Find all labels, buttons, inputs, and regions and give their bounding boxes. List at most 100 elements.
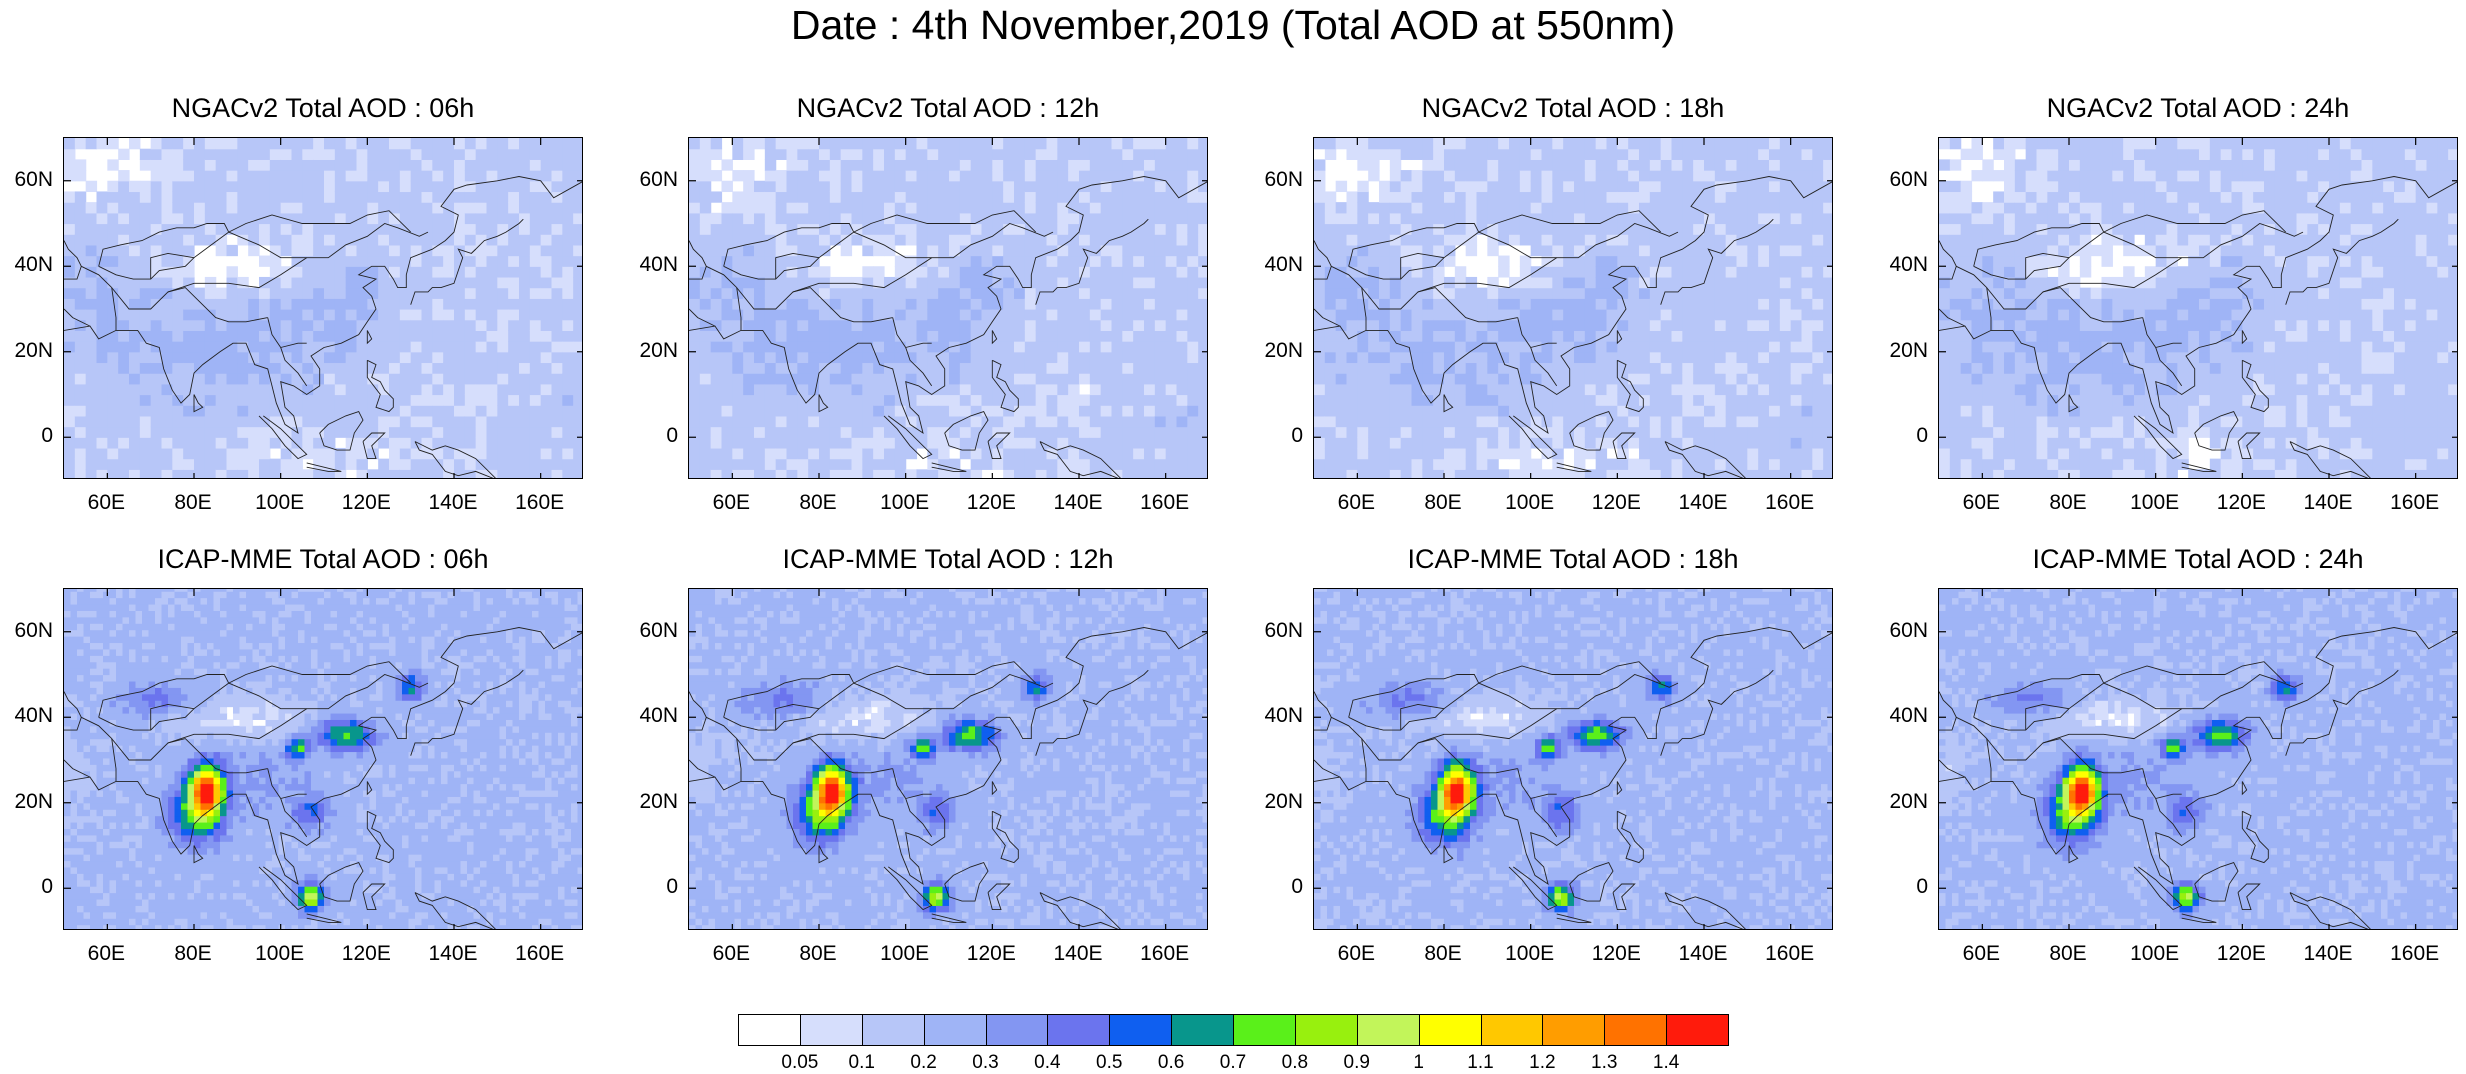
lon-tick-label: 140E bbox=[2293, 942, 2363, 966]
aod-map bbox=[1313, 137, 1833, 479]
colorbar-swatch bbox=[1295, 1014, 1358, 1046]
lon-tick-label: 60E bbox=[696, 491, 766, 515]
colorbar-swatch bbox=[738, 1014, 801, 1046]
lat-tick-label: 0 bbox=[1878, 424, 1928, 448]
lon-tick-label: 80E bbox=[2033, 942, 2103, 966]
colorbar-swatch bbox=[1233, 1014, 1296, 1046]
lat-tick-label: 0 bbox=[1253, 875, 1303, 899]
lon-tick-label: 80E bbox=[1408, 491, 1478, 515]
lat-tick-label: 0 bbox=[1253, 424, 1303, 448]
lat-tick-label: 60N bbox=[1253, 619, 1303, 643]
lon-tick-label: 140E bbox=[418, 942, 488, 966]
lon-tick-label: 160E bbox=[2380, 491, 2450, 515]
lon-tick-label: 120E bbox=[956, 491, 1026, 515]
lat-tick-label: 20N bbox=[1253, 339, 1303, 363]
lon-tick-label: 120E bbox=[331, 491, 401, 515]
colorbar-swatch bbox=[986, 1014, 1049, 1046]
lon-tick-label: 100E bbox=[1495, 491, 1565, 515]
aod-field-plot bbox=[1314, 589, 1833, 930]
lat-tick-label: 20N bbox=[3, 790, 53, 814]
lon-tick-label: 80E bbox=[1408, 942, 1478, 966]
lon-tick-label: 120E bbox=[956, 942, 1026, 966]
lon-tick-label: 160E bbox=[1755, 942, 1825, 966]
colorbar-swatch bbox=[924, 1014, 987, 1046]
lon-tick-label: 80E bbox=[158, 491, 228, 515]
lat-tick-label: 40N bbox=[628, 704, 678, 728]
panel-title: ICAP-MME Total AOD : 24h bbox=[1938, 544, 2458, 575]
lat-tick-label: 20N bbox=[1253, 790, 1303, 814]
lon-tick-label: 100E bbox=[245, 491, 315, 515]
lon-tick-label: 160E bbox=[505, 491, 575, 515]
lon-tick-label: 160E bbox=[505, 942, 575, 966]
lon-tick-label: 120E bbox=[2206, 491, 2276, 515]
lat-tick-label: 60N bbox=[1878, 619, 1928, 643]
aod-grid-cells bbox=[1314, 138, 1833, 479]
colorbar-swatch bbox=[1109, 1014, 1172, 1046]
lat-tick-label: 40N bbox=[1253, 253, 1303, 277]
aod-grid-cells bbox=[64, 138, 583, 479]
panel-title: NGACv2 Total AOD : 18h bbox=[1313, 93, 1833, 124]
aod-map bbox=[688, 137, 1208, 479]
lat-tick-label: 0 bbox=[628, 875, 678, 899]
aod-map bbox=[63, 588, 583, 930]
lon-tick-label: 120E bbox=[1581, 942, 1651, 966]
lon-tick-label: 140E bbox=[2293, 491, 2363, 515]
lat-tick-label: 20N bbox=[628, 790, 678, 814]
colorbar-swatch bbox=[1171, 1014, 1234, 1046]
aod-field-plot bbox=[689, 589, 1208, 930]
panel-title: ICAP-MME Total AOD : 18h bbox=[1313, 544, 1833, 575]
aod-grid-cells bbox=[64, 589, 583, 930]
colorbar-swatch bbox=[800, 1014, 863, 1046]
panel-title: ICAP-MME Total AOD : 12h bbox=[688, 544, 1208, 575]
lon-tick-label: 120E bbox=[331, 942, 401, 966]
lon-tick-label: 100E bbox=[2120, 491, 2190, 515]
aod-field-plot bbox=[689, 138, 1208, 479]
aod-map bbox=[1938, 137, 2458, 479]
lat-tick-label: 0 bbox=[628, 424, 678, 448]
lat-tick-label: 40N bbox=[3, 253, 53, 277]
lon-tick-label: 140E bbox=[1043, 491, 1113, 515]
colorbar-swatch bbox=[1666, 1014, 1729, 1046]
aod-grid-cells bbox=[689, 138, 1208, 479]
lon-tick-label: 60E bbox=[1321, 491, 1391, 515]
aod-field-plot bbox=[1939, 138, 2458, 479]
lat-tick-label: 40N bbox=[628, 253, 678, 277]
aod-field-plot bbox=[1939, 589, 2458, 930]
lon-tick-label: 100E bbox=[870, 491, 940, 515]
lat-tick-label: 40N bbox=[1253, 704, 1303, 728]
lat-tick-label: 40N bbox=[3, 704, 53, 728]
aod-field-plot bbox=[1314, 138, 1833, 479]
colorbar-swatch bbox=[1481, 1014, 1544, 1046]
colorbar-swatch bbox=[1047, 1014, 1110, 1046]
lon-tick-label: 140E bbox=[1668, 491, 1738, 515]
panel-title: NGACv2 Total AOD : 06h bbox=[63, 93, 583, 124]
lon-tick-label: 80E bbox=[2033, 491, 2103, 515]
aod-field-plot bbox=[64, 138, 583, 479]
lat-tick-label: 60N bbox=[1253, 168, 1303, 192]
panel-title: NGACv2 Total AOD : 24h bbox=[1938, 93, 2458, 124]
lat-tick-label: 0 bbox=[1878, 875, 1928, 899]
aod-grid-cells bbox=[1939, 589, 2458, 930]
aod-grid-cells bbox=[1939, 138, 2458, 479]
lat-tick-label: 20N bbox=[3, 339, 53, 363]
aod-colorbar bbox=[738, 1014, 1728, 1046]
lon-tick-label: 160E bbox=[2380, 942, 2450, 966]
aod-map bbox=[1313, 588, 1833, 930]
lon-tick-label: 160E bbox=[1130, 491, 1200, 515]
aod-map bbox=[1938, 588, 2458, 930]
lon-tick-label: 60E bbox=[71, 942, 141, 966]
aod-field-plot bbox=[64, 589, 583, 930]
lon-tick-label: 100E bbox=[870, 942, 940, 966]
lon-tick-label: 60E bbox=[71, 491, 141, 515]
lon-tick-label: 120E bbox=[1581, 491, 1651, 515]
lon-tick-label: 60E bbox=[696, 942, 766, 966]
aod-map bbox=[688, 588, 1208, 930]
colorbar-swatch bbox=[1357, 1014, 1420, 1046]
aod-grid-cells bbox=[689, 589, 1208, 930]
lon-tick-label: 120E bbox=[2206, 942, 2276, 966]
